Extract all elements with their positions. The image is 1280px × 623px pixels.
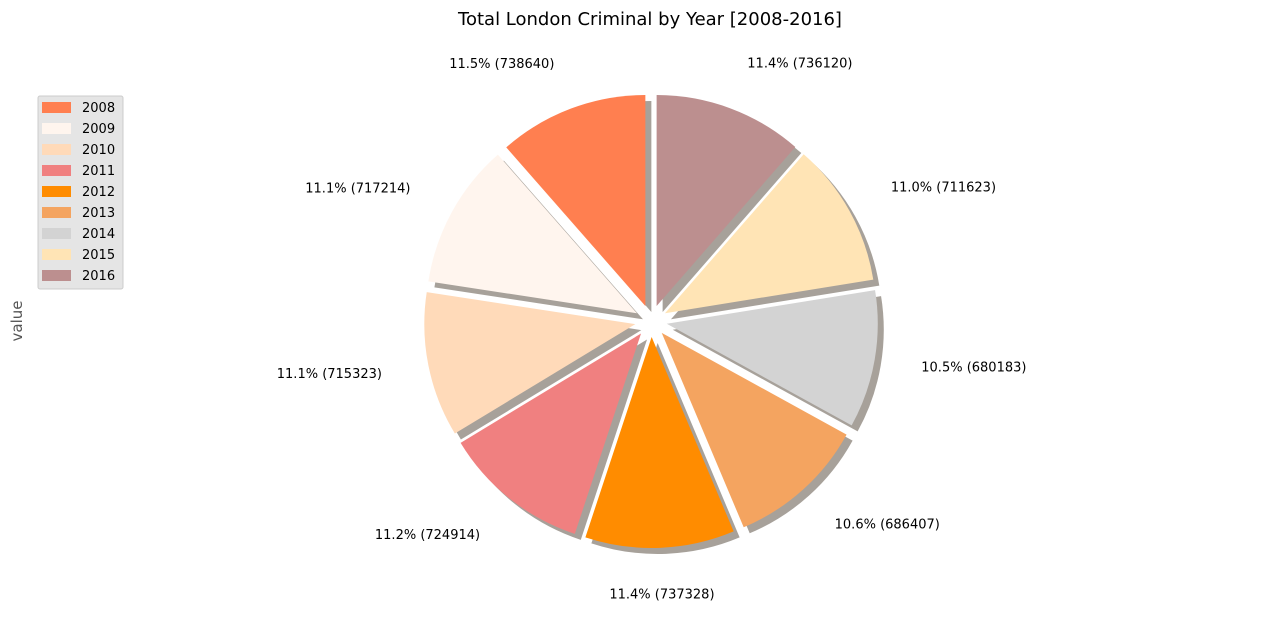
slice-label-2015: 11.0% (711623) <box>891 180 996 195</box>
pie-slice-2015 <box>664 154 874 314</box>
slice-label-2014: 10.5% (680183) <box>921 360 1026 375</box>
legend-label-2009: 2009 <box>82 122 115 137</box>
pie-slice-2012 <box>585 336 734 548</box>
chart-title: Total London Criminal by Year [2008-2016… <box>457 9 842 30</box>
legend-swatch-2010 <box>42 144 71 155</box>
legend-label-2010: 2010 <box>82 143 115 158</box>
pie-slice-2016 <box>656 95 796 307</box>
pie-slices <box>424 95 878 548</box>
legend-swatch-2016 <box>42 270 71 281</box>
legend-label-2013: 2013 <box>82 206 115 221</box>
pie-slice-2014 <box>666 290 878 426</box>
legend-swatch-2013 <box>42 207 71 218</box>
pie-slice-2009 <box>428 154 637 314</box>
pie-slice-2011 <box>460 333 642 534</box>
legend-swatch-2008 <box>42 102 71 113</box>
slice-label-2011: 11.2% (724914) <box>375 528 480 543</box>
slice-label-2012: 11.4% (737328) <box>609 588 714 603</box>
y-axis-label: value <box>8 301 26 342</box>
legend-swatch-2011 <box>42 165 71 176</box>
legend: 2008 2009 2010 2011 2012 2013 2014 2015 2016 <box>37 95 124 290</box>
slice-label-2008: 11.5% (738640) <box>449 57 554 72</box>
legend-swatch-2014 <box>42 228 71 239</box>
slice-labels: 11.5% (738640) 11.1% (717214) 11.1% (71532… <box>277 57 1027 603</box>
slice-label-2009: 11.1% (717214) <box>305 182 410 197</box>
legend-label-2012: 2012 <box>82 185 115 200</box>
legend-label-2008: 2008 <box>82 101 115 116</box>
slice-label-2016: 11.4% (736120) <box>747 57 852 72</box>
slice-label-2010: 11.1% (715323) <box>277 367 382 382</box>
pie-slice-2008 <box>506 95 646 307</box>
pie-slice-2013 <box>661 332 847 528</box>
legend-label-2014: 2014 <box>82 227 115 242</box>
legend-swatch-2012 <box>42 186 71 197</box>
legend-label-2016: 2016 <box>82 269 115 284</box>
legend-label-2015: 2015 <box>82 248 115 263</box>
slice-label-2013: 10.6% (686407) <box>835 517 940 532</box>
legend-label-2011: 2011 <box>82 164 115 179</box>
pie-slice-2010 <box>424 292 636 434</box>
legend-swatch-2015 <box>42 249 71 260</box>
legend-swatch-2009 <box>42 123 71 134</box>
